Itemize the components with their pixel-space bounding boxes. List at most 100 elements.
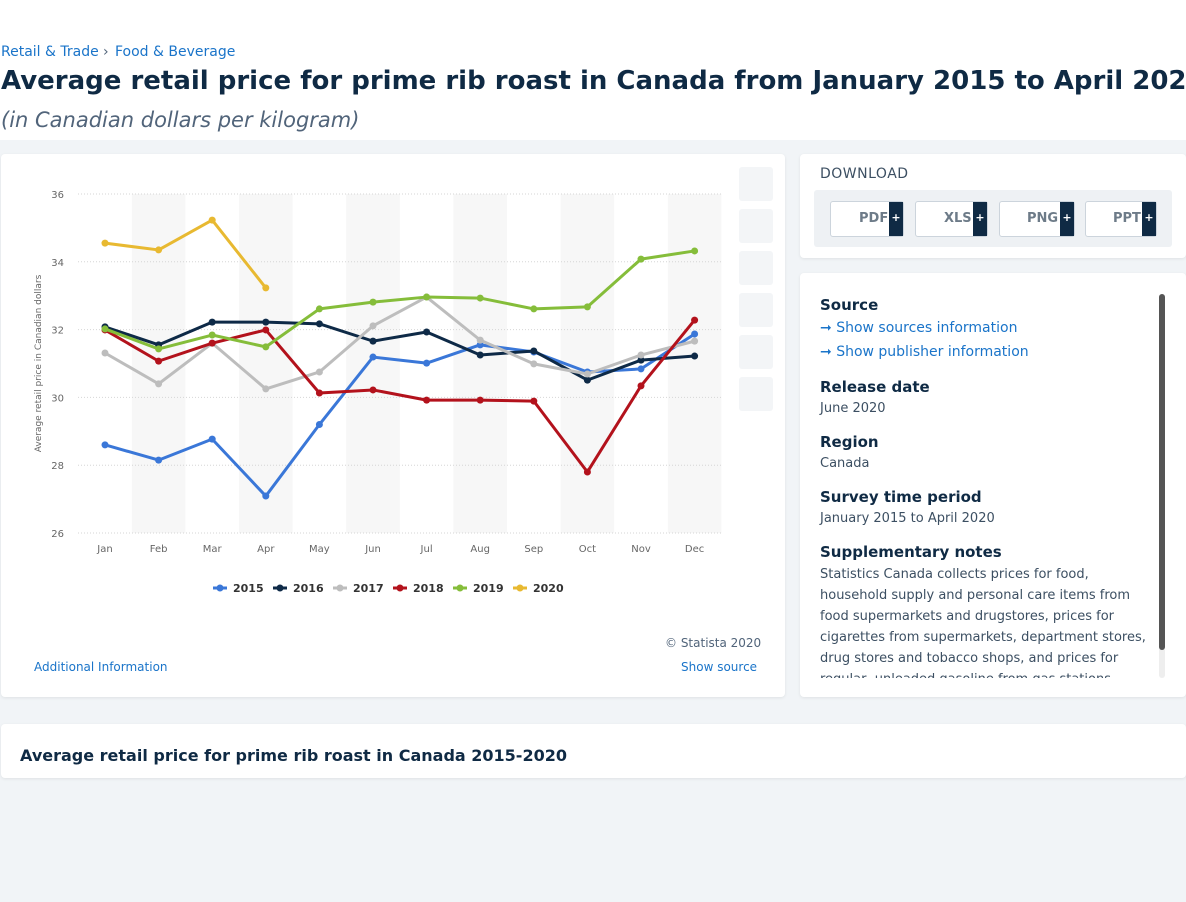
data-point	[583, 370, 591, 378]
data-point	[315, 368, 323, 376]
x-tick-label: Jun	[364, 544, 381, 555]
data-point	[155, 345, 163, 353]
data-point	[637, 356, 645, 364]
data-point	[101, 349, 109, 357]
data-point	[423, 396, 431, 404]
data-point	[262, 284, 270, 292]
column-band	[346, 194, 400, 533]
data-point	[101, 239, 109, 247]
series-line	[104, 218, 267, 289]
alert-button[interactable]	[739, 209, 773, 243]
download-title: DOWNLOAD	[820, 166, 909, 182]
data-point	[262, 385, 270, 393]
link[interactable]: ➞ Show publisher information	[820, 344, 1029, 360]
data-point	[476, 294, 484, 302]
legend-label: 2018	[413, 582, 444, 595]
print-button[interactable]	[739, 377, 773, 411]
bottom-card	[1, 724, 1186, 778]
scrollbar	[1159, 294, 1165, 678]
data-point	[530, 360, 538, 368]
label: Release date	[820, 378, 930, 396]
plus: +	[973, 202, 987, 236]
data-point	[369, 337, 377, 345]
favorite-button[interactable]	[739, 167, 773, 201]
column-band	[453, 194, 507, 533]
additional-information[interactable]: Additional Information	[34, 660, 168, 674]
download-button[interactable]: PDF +	[830, 201, 904, 237]
legend-swatch-dot	[516, 584, 524, 592]
data-point	[476, 396, 484, 404]
data-point	[155, 456, 163, 464]
data-point	[315, 305, 323, 313]
breadcrumb[interactable]: Food & Beverage	[115, 44, 236, 60]
show-source[interactable]: Show source	[681, 660, 758, 674]
data-point	[583, 468, 591, 476]
series-line	[104, 295, 695, 391]
plus: +	[1060, 202, 1074, 236]
download-button[interactable]: XLS +	[915, 201, 988, 237]
x-tick-label: Aug	[470, 544, 490, 555]
button-label: PDF	[859, 211, 889, 226]
download-button[interactable]: PNG +	[999, 201, 1075, 237]
y-axis-label: Average retail price in Canadian dollars	[34, 274, 44, 452]
x-tick-label: May	[309, 544, 330, 555]
x-tick-label: Mar	[203, 544, 223, 555]
notes: Statistics Canada collects prices for fo…	[820, 567, 1146, 678]
data-point	[423, 293, 431, 301]
data-point	[691, 330, 699, 338]
data-point	[423, 328, 431, 336]
subtitle: (in Canadian dollars per kilogram)	[1, 108, 360, 132]
y-tick-label: 26	[51, 529, 64, 540]
data-point	[208, 435, 216, 443]
data-point	[530, 347, 538, 355]
x-tick-label: Nov	[631, 544, 651, 555]
header	[0, 0, 1186, 140]
data-point	[101, 441, 109, 449]
x-tick-label: Sep	[524, 544, 543, 555]
data-point	[155, 357, 163, 365]
cite-button[interactable]	[739, 335, 773, 369]
data-point	[476, 351, 484, 359]
legend-label: 2015	[233, 582, 264, 595]
legend-label: 2017	[353, 582, 384, 595]
data-point	[262, 343, 270, 351]
legend-swatch-dot	[276, 584, 284, 592]
label: Survey time period	[820, 488, 982, 506]
data-point	[637, 365, 645, 373]
data-point	[423, 359, 431, 367]
x-tick-label: Apr	[257, 544, 275, 555]
series-line	[104, 249, 695, 351]
data-point	[369, 322, 377, 330]
y-tick-label: 36	[51, 190, 64, 201]
scroll-thumb[interactable]	[1159, 294, 1165, 650]
value: June 2020	[820, 401, 886, 416]
legend-label: 2020	[533, 582, 564, 595]
x-tick-label: Jan	[96, 544, 112, 555]
x-tick-label: Oct	[579, 544, 596, 555]
link-text: Show publisher information	[836, 344, 1029, 360]
y-tick-label: 28	[51, 461, 64, 472]
series-line	[104, 319, 696, 474]
value: January 2015 to April 2020	[820, 511, 995, 526]
data-point	[262, 318, 270, 326]
breadcrumb[interactable]: Retail & Trade	[1, 44, 99, 60]
share-button[interactable]	[739, 293, 773, 327]
breadcrumb-separator: ›	[103, 44, 109, 60]
download-button[interactable]: PPT +	[1085, 201, 1157, 237]
link[interactable]: ➞ Show sources information	[820, 320, 1018, 336]
data-point	[691, 352, 699, 360]
legend-swatch-dot	[456, 584, 464, 592]
data-point	[208, 318, 216, 326]
data-point	[315, 320, 323, 328]
data-point	[583, 376, 591, 384]
data-point	[530, 305, 538, 313]
data-point	[691, 247, 699, 255]
data-point	[637, 255, 645, 263]
data-point	[530, 397, 538, 405]
legend-swatch-dot	[396, 584, 404, 592]
data-point	[208, 339, 216, 347]
label: Supplementary notes	[820, 543, 1002, 561]
data-point	[315, 421, 323, 429]
settings-button[interactable]	[739, 251, 773, 285]
data-point	[208, 331, 216, 339]
